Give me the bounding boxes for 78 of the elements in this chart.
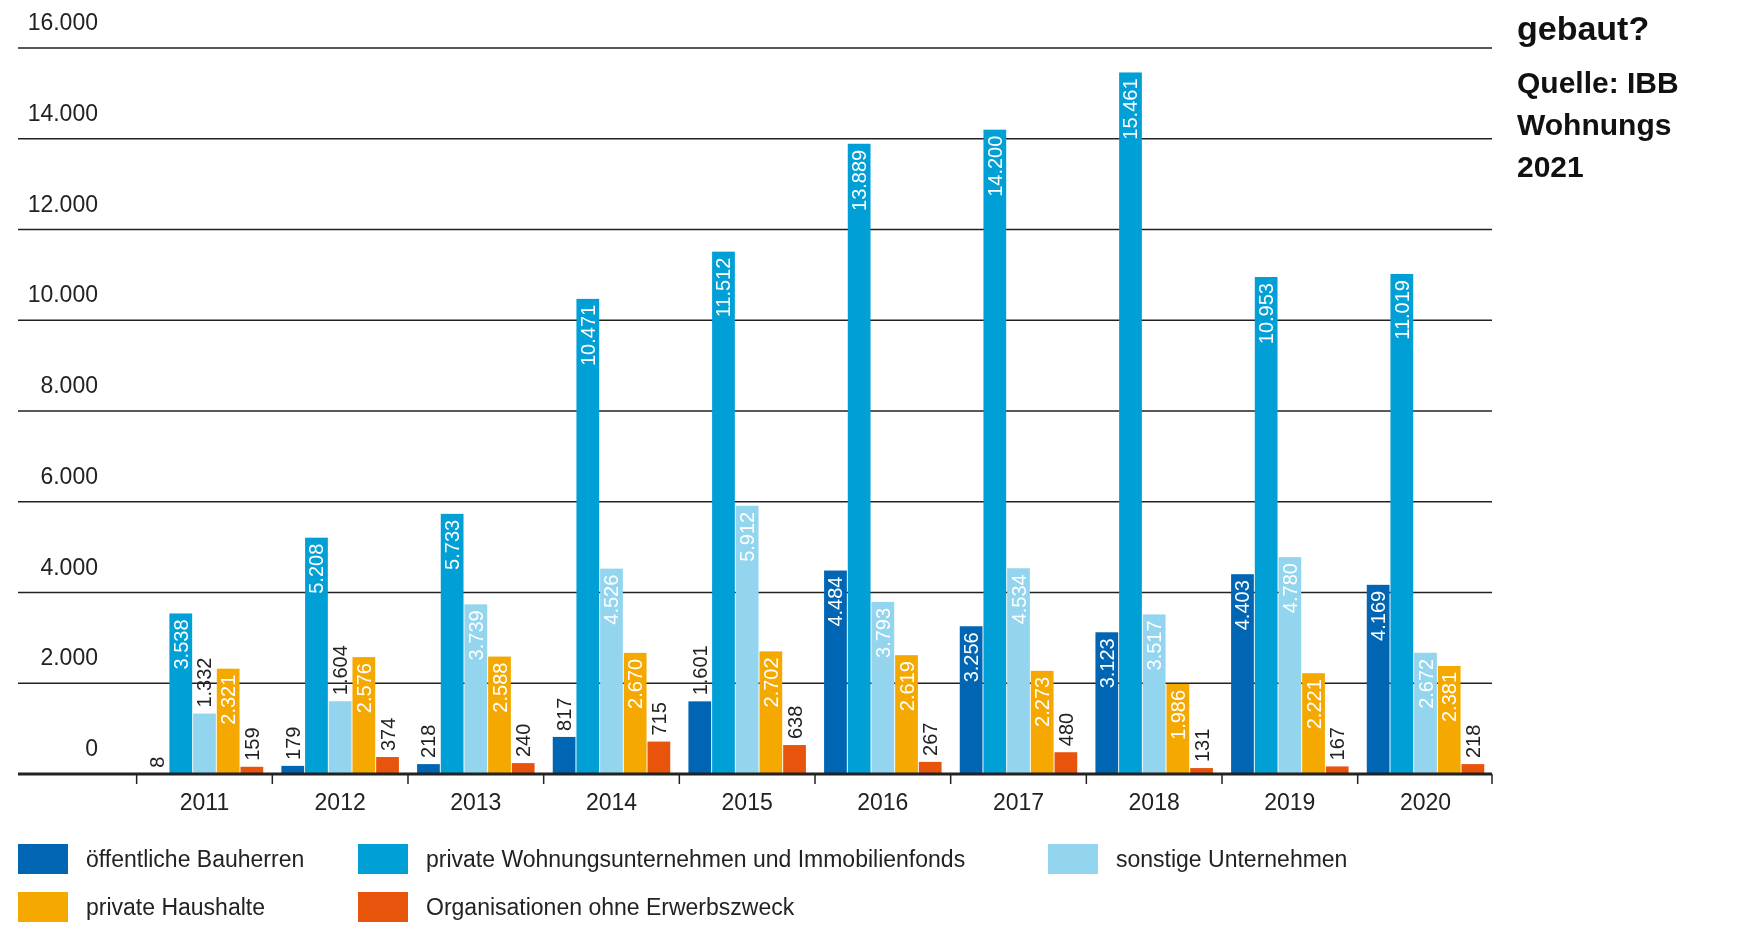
- data-label: 2.672: [1414, 658, 1437, 709]
- data-label: 1.986: [1166, 689, 1189, 740]
- legend-label: sonstige Unternehmen: [1116, 846, 1348, 872]
- y-tick-label: 10.000: [27, 281, 98, 308]
- data-label: 2.576: [352, 663, 375, 714]
- data-label: 1.601: [688, 645, 711, 696]
- data-label: 3.739: [464, 610, 487, 661]
- x-tick-label: 2017: [992, 789, 1045, 815]
- data-label: 2.702: [759, 657, 782, 708]
- data-label: 240: [512, 723, 535, 758]
- y-tick-label: 6.000: [40, 462, 98, 489]
- data-label: 2.619: [895, 661, 918, 712]
- data-label: 2.221: [1302, 679, 1325, 730]
- data-label: 1.604: [329, 645, 352, 696]
- x-tick-label: 2014: [585, 789, 638, 815]
- data-label: 2.321: [217, 674, 240, 725]
- data-label: 131: [1190, 728, 1213, 763]
- data-label: 374: [376, 717, 399, 752]
- data-label: 10.471: [576, 304, 599, 367]
- data-label: 5.208: [305, 543, 328, 594]
- data-label: 14.200: [983, 135, 1006, 197]
- text: 2021: [1517, 150, 1584, 183]
- data-label: 267: [919, 722, 942, 756]
- x-tick-label: 2015: [721, 789, 773, 815]
- x-tick-label: 2013: [450, 789, 502, 815]
- y-tick-label: 2.000: [40, 644, 98, 671]
- data-label: 3.123: [1095, 638, 1118, 689]
- data-label: 2.381: [1438, 671, 1461, 723]
- data-label: 2.588: [488, 662, 511, 713]
- y-tick-label: 4.000: [40, 553, 98, 580]
- data-label: 10.953: [1255, 283, 1278, 345]
- x-tick-label: 2018: [1128, 789, 1180, 815]
- data-label: 167: [1326, 727, 1349, 761]
- data-label: 218: [417, 724, 440, 759]
- data-label: 4.484: [824, 576, 847, 627]
- data-label: 3.538: [169, 619, 192, 670]
- legend-label: private Haushalte: [86, 894, 265, 920]
- data-label: 1.332: [193, 657, 216, 708]
- data-label: 638: [783, 705, 806, 740]
- data-label: 179: [281, 726, 304, 760]
- data-label: 11.019: [1390, 280, 1413, 340]
- data-label: 8: [146, 756, 169, 768]
- data-label: 5.912: [736, 511, 759, 562]
- data-label: 218: [1461, 724, 1484, 759]
- legend-label: Organisationen ohne Erwerbszweck: [426, 894, 795, 920]
- data-label: 4.169: [1367, 590, 1390, 641]
- data-label: 4.534: [1007, 574, 1030, 625]
- x-tick-label: 2019: [1264, 789, 1316, 815]
- data-label: 2.273: [1031, 676, 1054, 727]
- data-label: 13.889: [848, 149, 871, 211]
- data-label: 715: [647, 702, 670, 736]
- x-tick-label: 2020: [1399, 789, 1452, 815]
- data-label: 159: [240, 727, 263, 761]
- y-tick-label: 16.000: [27, 9, 98, 35]
- legend-label: öffentliche Bauherren: [86, 846, 305, 872]
- data-label: 3.517: [1143, 620, 1166, 671]
- data-label: 480: [1054, 712, 1077, 747]
- data-label: 2.670: [624, 658, 647, 709]
- x-tick-label: 2011: [179, 789, 230, 815]
- y-tick-label: 0: [85, 735, 98, 761]
- text: Wohnungs: [1517, 108, 1672, 141]
- data-label: 4.780: [1278, 563, 1301, 614]
- x-tick-label: 2016: [857, 789, 909, 815]
- y-tick-label: 12.000: [27, 190, 98, 217]
- data-label: 3.793: [871, 607, 894, 658]
- source-note: Quelle: IBB: [1517, 66, 1679, 99]
- data-label: 4.403: [1231, 580, 1254, 631]
- x-tick-label: 2012: [314, 789, 366, 815]
- legend-label: private Wohnungsunternehmen und Immobilienfonds: [426, 846, 966, 872]
- y-tick-label: 8.000: [40, 372, 98, 398]
- y-tick-label: 14.000: [27, 99, 98, 126]
- data-label: 15.461: [1119, 78, 1142, 140]
- data-label: 3.256: [960, 632, 983, 683]
- text: gebaut?: [1517, 9, 1650, 47]
- data-label: 5.733: [441, 519, 464, 570]
- data-label: 817: [553, 697, 576, 731]
- data-label: 4.526: [600, 574, 623, 625]
- data-label: 11.512: [712, 257, 735, 318]
